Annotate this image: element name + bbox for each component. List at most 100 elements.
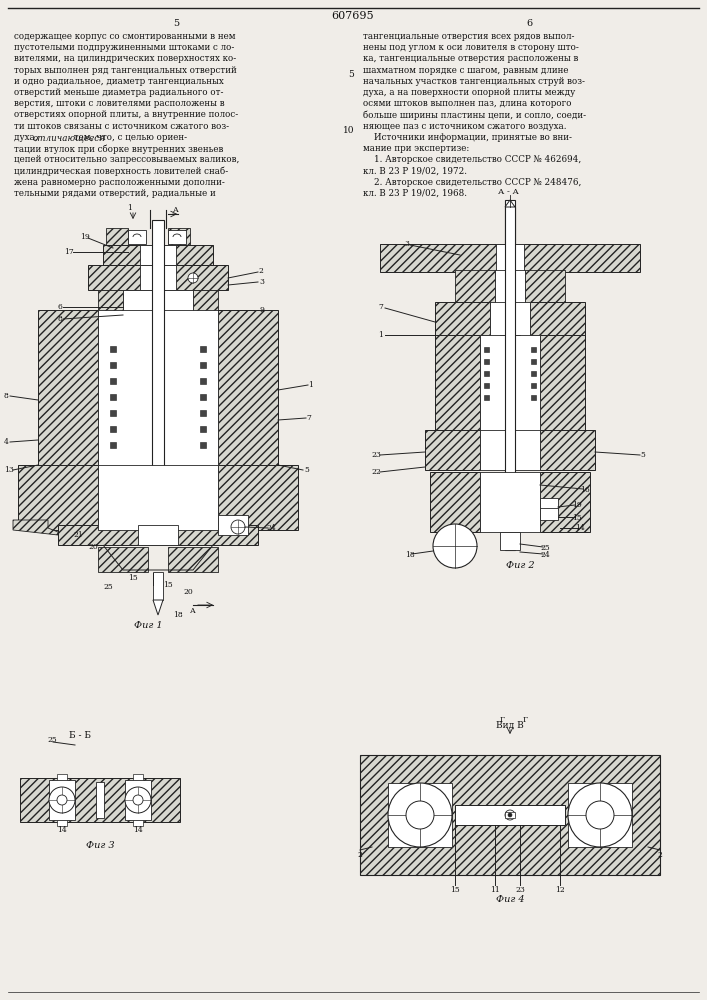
- Bar: [140, 245, 176, 265]
- Text: 1: 1: [127, 204, 132, 212]
- Text: 25: 25: [540, 544, 550, 552]
- Text: Фиг 1: Фиг 1: [134, 621, 163, 631]
- Text: 16: 16: [580, 486, 590, 494]
- Text: Б - Б: Б - Б: [69, 730, 91, 740]
- Text: и одно радиальное, диаметр тангенциальных: и одно радиальное, диаметр тангенциальны…: [14, 77, 223, 86]
- Text: 21: 21: [73, 531, 83, 539]
- Bar: [133, 820, 143, 826]
- Bar: [200, 346, 206, 352]
- Text: осями штоков выполнен паз, длина которого: осями штоков выполнен паз, длина которог…: [363, 99, 571, 108]
- Bar: [218, 515, 248, 535]
- Text: 19: 19: [80, 233, 90, 241]
- Bar: [57, 774, 67, 780]
- Bar: [484, 347, 489, 352]
- Bar: [218, 310, 278, 470]
- Bar: [388, 783, 452, 847]
- Bar: [193, 290, 218, 320]
- Text: 5: 5: [173, 19, 179, 28]
- Bar: [480, 430, 540, 470]
- Text: 15: 15: [163, 581, 173, 589]
- Bar: [505, 812, 515, 818]
- Text: жена равномерно расположенными дополни-: жена равномерно расположенными дополни-: [14, 178, 225, 187]
- Bar: [138, 525, 178, 545]
- Text: отверстий меньше диаметра радиального от-: отверстий меньше диаметра радиального от…: [14, 88, 223, 97]
- Bar: [98, 315, 120, 470]
- Circle shape: [508, 813, 512, 817]
- Text: 2: 2: [358, 851, 363, 859]
- Bar: [490, 302, 530, 340]
- Text: 24: 24: [266, 524, 276, 532]
- Bar: [110, 426, 116, 432]
- Text: 13: 13: [4, 466, 14, 474]
- Bar: [520, 335, 540, 405]
- Text: вителями, на цилиндрических поверхностях ко-: вителями, на цилиндрических поверхностях…: [14, 54, 236, 63]
- Bar: [531, 383, 536, 388]
- Text: 15: 15: [572, 514, 582, 522]
- Text: ка, тангенциальные отверстия расположены в: ка, тангенциальные отверстия расположены…: [363, 54, 578, 63]
- Bar: [531, 371, 536, 376]
- Text: ти штоков связаны с источником сжатого воз-: ти штоков связаны с источником сжатого в…: [14, 122, 229, 131]
- Bar: [435, 335, 480, 435]
- Bar: [140, 265, 176, 290]
- Text: 17: 17: [64, 248, 74, 256]
- Text: тем, что, с целью ориен-: тем, что, с целью ориен-: [71, 133, 187, 142]
- Bar: [96, 782, 104, 818]
- Bar: [128, 230, 146, 244]
- Bar: [98, 547, 148, 572]
- Bar: [106, 228, 128, 246]
- Circle shape: [133, 795, 143, 805]
- Bar: [425, 430, 480, 470]
- Bar: [38, 310, 98, 470]
- Bar: [200, 442, 206, 448]
- Text: цилиндрическая поверхность ловителей снаб-: цилиндрическая поверхность ловителей сна…: [14, 166, 228, 176]
- Text: Источники информации, принятые во вни-: Источники информации, принятые во вни-: [363, 133, 572, 142]
- Bar: [531, 347, 536, 352]
- Bar: [18, 465, 98, 530]
- Bar: [530, 302, 585, 340]
- Bar: [525, 270, 565, 305]
- Text: шахматном порядке с шагом, равным длине: шахматном порядке с шагом, равным длине: [363, 66, 568, 75]
- Text: 20: 20: [183, 588, 193, 596]
- Polygon shape: [153, 600, 163, 615]
- Text: духа, а на поверхности опорной плиты между: духа, а на поверхности опорной плиты меж…: [363, 88, 575, 97]
- Bar: [88, 265, 228, 290]
- Circle shape: [49, 787, 75, 813]
- Bar: [540, 430, 595, 470]
- Text: 20: 20: [88, 543, 98, 551]
- Bar: [168, 230, 186, 244]
- Circle shape: [586, 801, 614, 829]
- Text: мание при экспертизе:: мание при экспертизе:: [363, 144, 469, 153]
- Bar: [496, 244, 524, 272]
- Text: нены под углом к оси ловителя в сторону што-: нены под углом к оси ловителя в сторону …: [363, 43, 579, 52]
- Text: 1. Авторское свидетельство СССР № 462694,: 1. Авторское свидетельство СССР № 462694…: [363, 155, 581, 164]
- Text: тации втулок при сборке внутренних звеньев: тации втулок при сборке внутренних звень…: [14, 144, 223, 153]
- Text: 7: 7: [307, 414, 312, 422]
- Text: кл. В 23 Р 19/02, 1972.: кл. В 23 Р 19/02, 1972.: [363, 166, 467, 175]
- Text: 22: 22: [371, 468, 381, 476]
- Text: А: А: [190, 607, 196, 615]
- Text: отличающееся: отличающееся: [33, 133, 106, 142]
- Bar: [200, 426, 206, 432]
- Text: А - А: А - А: [498, 188, 518, 196]
- Circle shape: [433, 524, 477, 568]
- Bar: [110, 378, 116, 384]
- Text: 10: 10: [342, 126, 354, 135]
- Text: духа,: духа,: [14, 133, 40, 142]
- Bar: [540, 498, 558, 510]
- Bar: [484, 395, 489, 400]
- Bar: [168, 228, 190, 246]
- Text: 7: 7: [378, 303, 383, 311]
- Bar: [200, 410, 206, 416]
- Bar: [484, 359, 489, 364]
- Text: 2. Авторское свидетельство СССР № 248476,: 2. Авторское свидетельство СССР № 248476…: [363, 178, 581, 187]
- Circle shape: [568, 783, 632, 847]
- Text: 18: 18: [173, 611, 183, 619]
- Circle shape: [57, 795, 67, 805]
- Bar: [98, 290, 123, 320]
- Text: Фиг 4: Фиг 4: [496, 896, 525, 904]
- Bar: [196, 315, 218, 470]
- Bar: [540, 335, 585, 435]
- Text: 11: 11: [490, 886, 500, 894]
- Text: цепей относительно запрессовываемых валиков,: цепей относительно запрессовываемых вали…: [14, 155, 240, 164]
- Bar: [110, 346, 116, 352]
